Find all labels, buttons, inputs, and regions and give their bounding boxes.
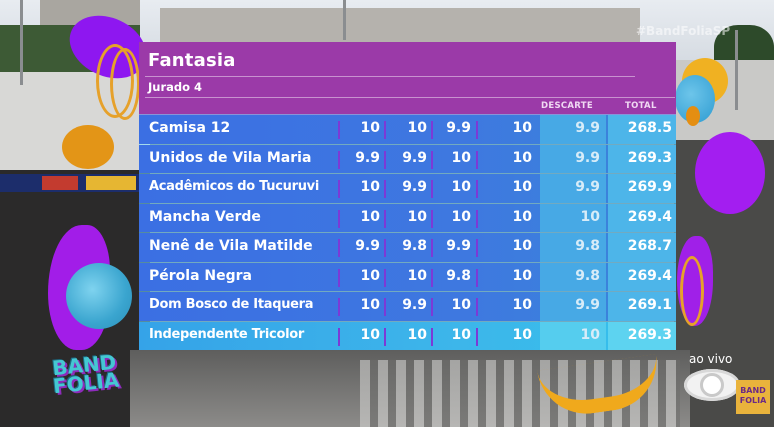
column-header-descarte: DESCARTE [541,101,593,111]
score-cell: 9.9 [355,238,380,254]
score-cell: 9.9 [402,149,427,166]
score-cell: 9.9 [446,120,471,136]
school-name: Unidos de Vila Maria [149,149,312,166]
logo-text: FOLIA [51,367,121,399]
school-name: Acadêmicos do Tucuruvi [149,179,319,194]
total-cell: 269.3 [627,326,672,343]
score-cell: 9.9 [446,238,471,254]
descarte-cell: 9.9 [575,297,600,313]
board-header: Fantasia Jurado 4 DESCARTE TOTAL [139,42,676,116]
score-cell: 9.9 [355,149,380,166]
divider [145,97,675,98]
score-cell: 10 [512,208,532,225]
decor-gold-ring [680,256,704,326]
table-row-highlighted: Independente Tricolor 10 10 10 10 10 269… [139,320,676,350]
score-cell: 10 [512,297,532,313]
decor-gold-ring [110,48,140,120]
score-cell: 10 [360,297,380,313]
descarte-cell: 9.9 [575,149,600,166]
board-title: Fantasia [148,50,236,71]
score-table: Camisa 12 10 10 9.9 10 9.9 268.5 Unidos … [139,114,676,350]
score-cell: 10 [451,179,471,195]
table-row: Nenê de Vila Matilde 9.9 9.8 9.9 10 9.8 … [139,232,676,262]
score-cell: 10 [407,326,427,343]
score-cell: 10 [451,208,471,225]
descarte-cell: 9.8 [575,267,600,284]
score-cell: 10 [451,149,471,166]
descarte-cell: 9.8 [575,238,600,254]
score-cell: 10 [512,238,532,254]
light-pole [343,0,346,40]
band-eye-logo-icon [684,369,740,401]
score-cell: 10 [407,267,427,284]
score-cell: 10 [360,326,380,343]
band-folia-logo: BAND FOLIA [50,350,121,399]
descarte-cell: 10 [580,326,600,343]
score-cell: 9.9 [402,297,427,313]
total-cell: 269.9 [627,179,672,195]
total-cell: 269.4 [627,208,672,225]
stadium-seats [360,360,680,427]
score-cell: 10 [360,179,380,195]
table-row: Acadêmicos do Tucuruvi 10 9.9 10 10 9.9 … [139,173,676,203]
decor-orange-shape [62,125,114,169]
score-cell: 10 [512,149,532,166]
total-cell: 269.4 [627,267,672,284]
score-cell: 10 [360,120,380,136]
school-name: Independente Tricolor [149,326,304,342]
band-folia-corner-logo: BAND FOLIA [736,380,770,414]
score-cell: 9.8 [446,267,471,284]
live-label: ao vivo [689,352,733,366]
score-cell: 10 [451,297,471,313]
divider [145,76,635,77]
score-cell: 10 [451,326,471,343]
descarte-cell: 9.9 [575,179,600,195]
table-row: Mancha Verde 10 10 10 10 10 269.4 [139,202,676,232]
total-cell: 268.5 [627,120,672,136]
school-name: Pérola Negra [149,267,252,284]
score-cell: 10 [360,267,380,284]
light-pole [735,30,738,110]
score-cell: 10 [512,179,532,195]
total-cell: 268.7 [627,238,672,254]
decor-orange-shape [686,106,700,126]
school-name: Camisa 12 [149,120,231,136]
decor-glitter-circle [66,263,132,329]
board-subtitle: Jurado 4 [148,80,203,94]
decor-purple-shape [695,132,765,214]
column-header-total: TOTAL [625,101,657,111]
score-cell: 10 [512,120,532,136]
score-cell: 9.9 [402,179,427,195]
table-row: Camisa 12 10 10 9.9 10 9.9 268.5 [139,114,676,144]
score-cell: 10 [512,326,532,343]
school-name: Dom Bosco de Itaquera [149,297,314,312]
score-board: Fantasia Jurado 4 DESCARTE TOTAL Camisa … [139,42,676,350]
score-cell: 9.8 [402,238,427,254]
school-name: Mancha Verde [149,208,261,225]
school-name: Nenê de Vila Matilde [149,238,313,254]
total-cell: 269.3 [627,149,672,166]
descarte-cell: 9.9 [575,120,600,136]
sponsor-banner [0,174,140,192]
score-cell: 10 [512,267,532,284]
descarte-cell: 10 [580,208,600,225]
hashtag-watermark: #BandFoliaSP [636,24,731,38]
score-cell: 10 [360,208,380,225]
table-row: Pérola Negra 10 10 9.8 10 9.8 269.4 [139,261,676,291]
light-pole [20,0,23,85]
score-cell: 10 [407,120,427,136]
score-cell: 10 [407,208,427,225]
table-row: Dom Bosco de Itaquera 10 9.9 10 10 9.9 2… [139,291,676,321]
table-row: Unidos de Vila Maria 9.9 9.9 10 10 9.9 2… [139,143,676,173]
total-cell: 269.1 [627,297,672,313]
